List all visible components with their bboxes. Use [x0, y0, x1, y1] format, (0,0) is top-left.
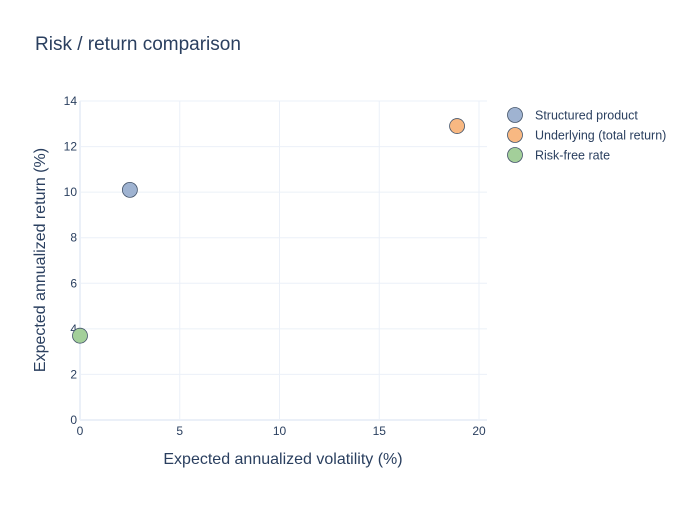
legend-label: Risk-free rate [535, 149, 610, 163]
y-tick-label: 10 [64, 185, 78, 199]
x-tick-label: 10 [273, 424, 287, 438]
y-axis-label: Expected annualized return (%) [32, 148, 49, 372]
y-tick-label: 12 [64, 140, 78, 154]
legend-item-1[interactable]: Structured product [507, 107, 639, 123]
y-tick-label: 8 [70, 231, 77, 245]
legend-label: Underlying (total return) [535, 129, 666, 143]
legend-marker [507, 107, 523, 123]
y-tick-label: 14 [64, 94, 78, 108]
y-tick-label: 0 [70, 413, 77, 427]
grid [79, 100, 487, 421]
x-tick-label: 5 [176, 424, 183, 438]
legend-item-3[interactable]: Risk-free rate [507, 147, 611, 163]
y-tick-label: 6 [70, 276, 77, 290]
axes: 0 5 10 15 20 0 2 4 6 8 10 12 14 [64, 94, 486, 438]
data-point-1[interactable] [121, 181, 138, 198]
data-point-2[interactable] [449, 118, 465, 134]
data-points [72, 118, 465, 344]
legend-marker [507, 127, 523, 143]
legend-item-2[interactable]: Underlying (total return) [507, 127, 667, 143]
data-point-3[interactable] [72, 327, 88, 344]
chart-title: Risk / return comparison [35, 34, 241, 55]
legend[interactable]: Structured product Underlying (total retu… [507, 107, 667, 163]
x-tick-label: 0 [77, 424, 84, 438]
y-tick-label: 4 [70, 322, 77, 336]
y-tick-label: 2 [70, 367, 77, 381]
legend-marker [507, 147, 523, 163]
legend-label: Structured product [535, 109, 638, 123]
x-axis-label: Expected annualized volatility (%) [163, 451, 402, 468]
x-tick-label: 15 [373, 424, 387, 438]
x-tick-label: 20 [472, 424, 486, 438]
